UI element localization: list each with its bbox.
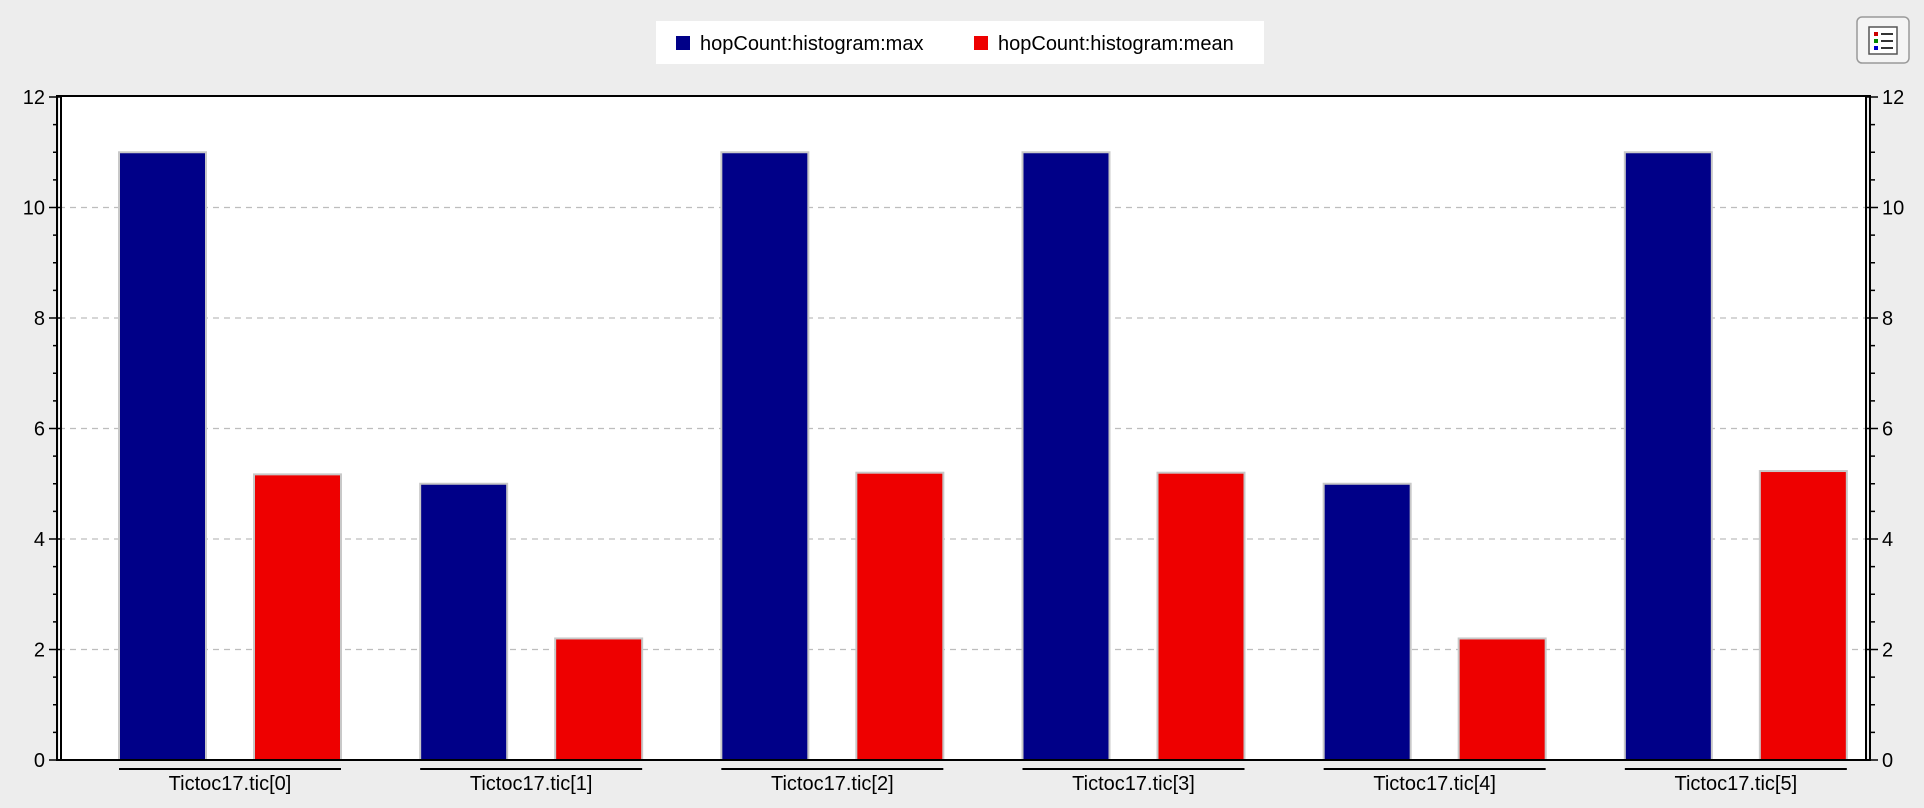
axes: 0 0 2 2 4 4 6 6 8 8 10 10 12 12 — [23, 87, 1905, 772]
category-label: Tictoc17.tic[1] — [470, 773, 593, 795]
bar-mean — [554, 637, 644, 762]
bar-max — [1021, 151, 1111, 761]
y-tick-label-left: 2 — [34, 640, 45, 662]
bar-max — [118, 151, 207, 761]
bar-max — [419, 482, 509, 761]
category-label: Tictoc17.tic[2] — [771, 773, 894, 795]
y-tick-label-right: 10 — [1882, 198, 1904, 220]
bar-max — [1623, 151, 1713, 761]
category-label: Tictoc17.tic[0] — [169, 773, 292, 795]
y-tick-label-left: 8 — [34, 308, 45, 330]
bars — [118, 151, 1848, 762]
bar-mean — [855, 471, 945, 761]
legend-swatch-mean — [974, 36, 988, 50]
grid-lines — [59, 206, 1866, 651]
legend-swatch-max — [676, 36, 690, 50]
y-tick-label-right: 8 — [1882, 308, 1893, 330]
y-tick-label-right: 0 — [1882, 750, 1893, 772]
bar-mean — [1758, 470, 1848, 761]
y-tick-label-left: 10 — [23, 198, 45, 220]
legend-list-icon — [1868, 26, 1898, 55]
bar-max — [1322, 482, 1412, 761]
legend: hopCount:histogram:max hopCount:histogra… — [656, 21, 1264, 64]
legend-toggle-button[interactable] — [1856, 16, 1910, 64]
y-tick-label-left: 12 — [23, 87, 45, 109]
category-label: Tictoc17.tic[4] — [1373, 773, 1496, 795]
y-tick-label-right: 4 — [1882, 529, 1893, 551]
legend-label-mean: hopCount:histogram:mean — [998, 33, 1234, 55]
bar-max — [720, 151, 810, 761]
y-tick-label-right: 6 — [1882, 419, 1893, 441]
category-label: Tictoc17.tic[5] — [1675, 773, 1798, 795]
legend-box — [656, 21, 1264, 64]
legend-label-max: hopCount:histogram:max — [700, 33, 923, 55]
y-tick-label-left: 6 — [34, 419, 45, 441]
y-tick-label-left: 0 — [34, 750, 45, 772]
y-tick-label-left: 4 — [34, 529, 45, 551]
y-tick-label-right: 2 — [1882, 640, 1893, 662]
bar-mean — [1156, 471, 1246, 761]
bar-mean — [253, 473, 342, 761]
y-tick-label-right: 12 — [1882, 87, 1904, 109]
category-axis: Tictoc17.tic[0] Tictoc17.tic[1] Tictoc17.t… — [119, 768, 1847, 795]
category-label: Tictoc17.tic[3] — [1072, 773, 1195, 795]
bar-mean — [1457, 637, 1547, 762]
